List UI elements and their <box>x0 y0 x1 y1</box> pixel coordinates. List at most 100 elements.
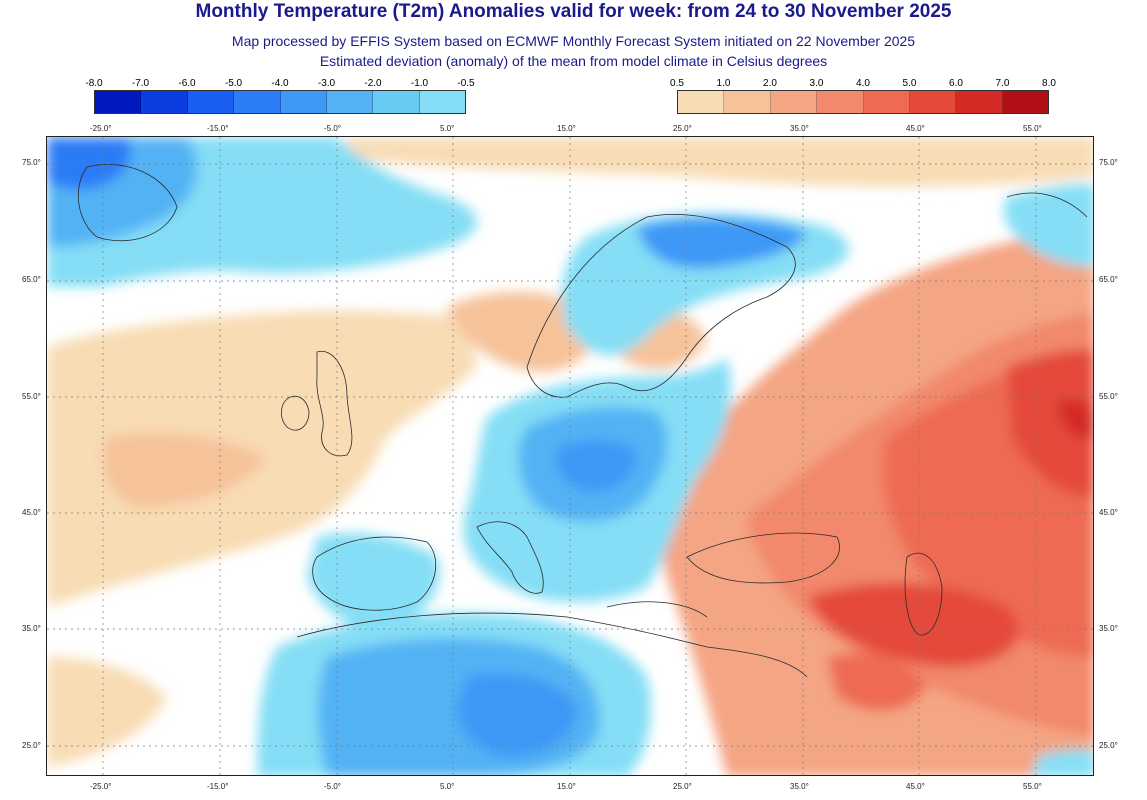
lon-label-top: -15.0° <box>207 124 229 133</box>
coast-black-sea <box>686 532 840 584</box>
anomaly-map-canvas <box>47 137 1093 775</box>
lon-label-bottom: 5.0° <box>440 782 455 791</box>
lon-label-bottom: 45.0° <box>906 782 925 791</box>
lon-label-bottom: -15.0° <box>207 782 229 791</box>
lat-label-right: 25.0° <box>1099 741 1118 750</box>
lon-label-bottom: 15.0° <box>557 782 576 791</box>
legend-positive-ticks: 0.5 1.0 2.0 3.0 4.0 5.0 6.0 7.0 8.0 <box>670 78 1056 90</box>
cold-scandinavia-core <box>637 217 807 269</box>
legend-swatch <box>187 91 235 113</box>
legend-tick: 0.5 <box>670 78 684 89</box>
lat-label-right: 45.0° <box>1099 508 1118 517</box>
cold-sahara-core <box>457 673 577 757</box>
legend-tick: 8.0 <box>1042 78 1056 89</box>
coast-italy <box>476 521 544 594</box>
anomaly-map <box>46 136 1094 776</box>
lon-label-top: -5.0° <box>324 124 341 133</box>
legend-swatch <box>326 91 374 113</box>
legend-tick: -8.0 <box>85 78 103 89</box>
cold-central-europe-core <box>556 440 637 492</box>
legend-swatch <box>234 91 281 113</box>
lon-label-bottom: -5.0° <box>324 782 341 791</box>
legend-tick: 5.0 <box>902 78 917 89</box>
legend-swatch <box>724 91 771 113</box>
lon-label-top: 5.0° <box>440 124 455 133</box>
coast-scandinavia <box>526 214 796 398</box>
map-subtitle-units: Estimated deviation (anomaly) of the mea… <box>319 53 828 69</box>
lat-label-right: 55.0° <box>1099 392 1118 401</box>
legend-tick: 3.0 <box>809 78 824 89</box>
legend-tick: -7.0 <box>131 78 150 89</box>
coast-iceland <box>77 164 178 242</box>
lat-label-left: 35.0° <box>22 624 41 633</box>
cold-greenland-core <box>47 137 131 190</box>
legend-tick: -0.5 <box>457 78 475 89</box>
warm-russia-max <box>1057 400 1093 439</box>
legend-swatch <box>419 91 465 113</box>
legend-swatch <box>95 91 142 113</box>
coast-caspian-sea <box>904 552 943 636</box>
lon-label-bottom: 25.0° <box>673 782 692 791</box>
legend-swatch <box>863 91 910 113</box>
coast-greece <box>606 601 708 618</box>
lon-label-top: 55.0° <box>1023 124 1042 133</box>
coast-ireland <box>280 395 310 431</box>
lon-label-top: 25.0° <box>673 124 692 133</box>
coast-novaya-zemlya <box>1006 192 1088 218</box>
legend-swatch <box>678 91 725 113</box>
lat-label-right: 65.0° <box>1099 275 1118 284</box>
lat-label-right: 75.0° <box>1099 158 1118 167</box>
legend-tick: 1.0 <box>716 78 731 89</box>
cold-novaya-zemlya <box>1004 184 1093 267</box>
cold-se-corner <box>1032 749 1093 775</box>
legend-swatch <box>280 91 327 113</box>
lon-label-top: -25.0° <box>90 124 112 133</box>
lon-label-top: 35.0° <box>790 124 809 133</box>
coast-iberia <box>312 536 436 611</box>
legend-tick: -6.0 <box>178 78 196 89</box>
warm-arctic-band <box>347 137 1093 187</box>
warm-atlantic-core <box>103 433 267 507</box>
graticule <box>47 137 1093 775</box>
legend-tick: 2.0 <box>763 78 777 89</box>
legend-tick: 7.0 <box>995 78 1010 89</box>
legend-swatch <box>909 91 957 113</box>
lon-label-top: 45.0° <box>906 124 925 133</box>
lat-label-left: 75.0° <box>22 158 41 167</box>
warm-russia-peak <box>1007 350 1093 497</box>
legend-swatch <box>956 91 1003 113</box>
legend-tick: 4.0 <box>856 78 870 89</box>
map-title: Monthly Temperature (T2m) Anomalies vali… <box>195 1 952 22</box>
warm-canary-area <box>47 657 167 767</box>
lon-label-top: 15.0° <box>557 124 576 133</box>
legend-swatch <box>141 91 188 113</box>
coast-north-africa <box>296 612 808 678</box>
lon-label-bottom: -25.0° <box>90 782 112 791</box>
legend-swatch <box>373 91 420 113</box>
legend-swatch <box>1002 91 1048 113</box>
lat-label-right: 35.0° <box>1099 624 1118 633</box>
legend-tick: 6.0 <box>949 78 963 89</box>
coastlines <box>77 164 1088 678</box>
lat-label-left: 55.0° <box>22 392 41 401</box>
warm-norwegian-sea <box>447 292 595 372</box>
legend-swatch <box>770 91 818 113</box>
anomaly-field <box>47 137 1093 775</box>
legend-negative-colorbar <box>94 90 466 114</box>
legend-tick: -4.0 <box>271 78 289 89</box>
warm-black-caspian <box>807 583 1019 667</box>
legend-tick: -3.0 <box>317 78 336 89</box>
legend-tick: -5.0 <box>224 78 243 89</box>
warm-arabia <box>827 653 927 711</box>
lat-label-left: 25.0° <box>22 741 41 750</box>
legend-swatch <box>817 91 864 113</box>
legend-positive-anomaly: 0.5 1.0 2.0 3.0 4.0 5.0 6.0 7.0 8.0 <box>670 78 1056 118</box>
lon-label-bottom: 55.0° <box>1023 782 1042 791</box>
legend-negative-anomaly: -8.0 -7.0 -6.0 -5.0 -4.0 -3.0 -2.0 -1.0 … <box>85 78 475 118</box>
map-subtitle-source: Map processed by EFFIS System based on E… <box>231 33 916 49</box>
lon-label-bottom: 35.0° <box>790 782 809 791</box>
coast-great-britain <box>316 350 353 457</box>
legend-tick: -2.0 <box>364 78 382 89</box>
lat-label-left: 65.0° <box>22 275 41 284</box>
legend-negative-ticks: -8.0 -7.0 -6.0 -5.0 -4.0 -3.0 -2.0 -1.0 … <box>85 78 474 90</box>
